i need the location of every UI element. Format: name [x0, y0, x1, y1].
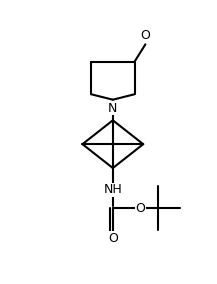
Text: O: O — [140, 29, 150, 42]
Text: N: N — [108, 102, 118, 115]
Text: O: O — [108, 232, 118, 245]
Text: NH: NH — [104, 183, 122, 196]
Text: O: O — [136, 202, 146, 215]
